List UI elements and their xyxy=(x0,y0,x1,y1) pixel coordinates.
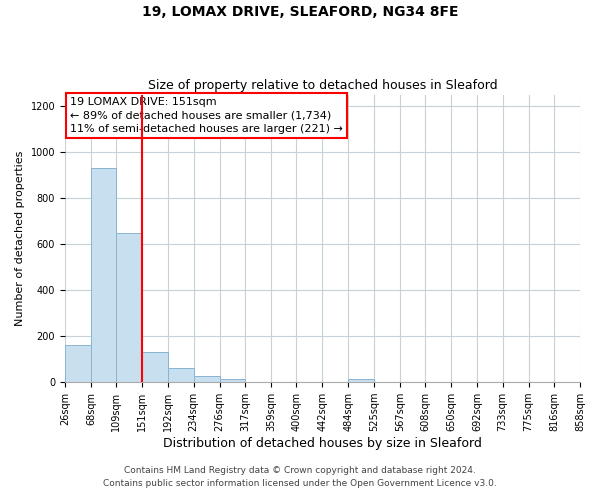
Bar xyxy=(91,168,116,382)
Text: 19 LOMAX DRIVE: 151sqm
← 89% of detached houses are smaller (1,734)
11% of semi-: 19 LOMAX DRIVE: 151sqm ← 89% of detached… xyxy=(70,98,343,134)
Bar xyxy=(116,232,142,382)
X-axis label: Distribution of detached houses by size in Sleaford: Distribution of detached houses by size … xyxy=(163,437,482,450)
Text: Contains HM Land Registry data © Crown copyright and database right 2024.
Contai: Contains HM Land Registry data © Crown c… xyxy=(103,466,497,487)
Bar xyxy=(220,380,245,382)
Bar xyxy=(349,379,374,382)
Title: Size of property relative to detached houses in Sleaford: Size of property relative to detached ho… xyxy=(148,79,497,92)
Bar xyxy=(167,368,194,382)
Bar xyxy=(194,376,220,382)
Text: 19, LOMAX DRIVE, SLEAFORD, NG34 8FE: 19, LOMAX DRIVE, SLEAFORD, NG34 8FE xyxy=(142,5,458,19)
Y-axis label: Number of detached properties: Number of detached properties xyxy=(15,150,25,326)
Bar xyxy=(65,346,91,382)
Bar xyxy=(142,352,167,382)
